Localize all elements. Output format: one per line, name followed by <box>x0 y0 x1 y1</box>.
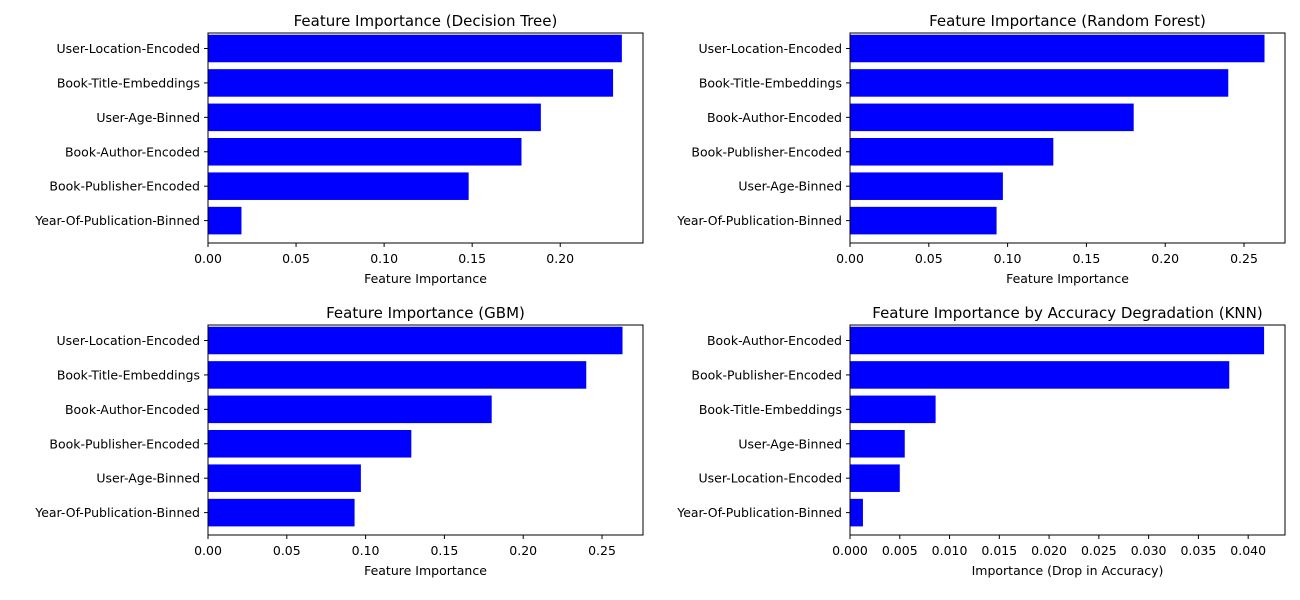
x-axis-label: Feature Importance <box>364 563 487 578</box>
plot-frame <box>849 324 1286 536</box>
y-tick-label: Book-Author-Encoded <box>707 110 842 125</box>
bar <box>208 138 522 166</box>
bar <box>850 69 1229 97</box>
bar <box>850 103 1134 132</box>
chart-panel-4: Book-Author-Encoded Book-Publisher-Encode… <box>676 304 1286 578</box>
x-tick-label: 0.00 <box>836 251 864 266</box>
bar <box>208 361 587 389</box>
y-tick-label: Year-Of-Publication-Binned <box>34 505 200 520</box>
y-tick-label: Book-Title-Embeddings <box>699 75 842 90</box>
x-tick-label: 0.20 <box>546 251 574 266</box>
x-tick-label: 0.005 <box>882 543 918 558</box>
x-tick-label: 0.10 <box>352 543 380 558</box>
y-tick-label: Book-Publisher-Encoded <box>691 367 842 382</box>
bar <box>850 206 997 235</box>
chart-title: Feature Importance (Decision Tree) <box>294 12 558 30</box>
chart-title: Feature Importance by Accuracy Degradati… <box>872 304 1262 322</box>
x-axis-label: Feature Importance <box>364 271 487 286</box>
x-tick-label: 0.035 <box>1180 543 1216 558</box>
y-tick-label: Book-Author-Encoded <box>65 402 200 417</box>
x-tick-label: 0.030 <box>1131 543 1167 558</box>
y-tick-label: User-Location-Encoded <box>699 471 842 486</box>
bar <box>850 395 936 424</box>
x-tick-label: 0.020 <box>1031 543 1067 558</box>
bar <box>850 34 1265 63</box>
plot-frame <box>207 32 644 244</box>
x-tick-label: 0.00 <box>194 543 222 558</box>
bar <box>850 430 905 458</box>
y-tick-label: Book-Title-Embeddings <box>699 402 842 417</box>
y-tick-label: User-Age-Binned <box>96 471 200 486</box>
bar <box>208 464 361 492</box>
y-tick-label: User-Location-Encoded <box>699 41 842 56</box>
chart-title: Feature Importance (Random Forest) <box>929 12 1206 30</box>
x-tick-label: 0.05 <box>915 251 943 266</box>
chart-panel-2: User-Location-Encoded Book-Title-Embeddin… <box>676 12 1286 286</box>
x-tick-label: 0.15 <box>430 543 458 558</box>
y-tick-label: Year-Of-Publication-Binned <box>676 505 842 520</box>
y-tick-label: User-Age-Binned <box>96 110 200 125</box>
x-tick-label: 0.00 <box>194 251 222 266</box>
bar <box>850 498 863 527</box>
bar <box>208 172 469 200</box>
y-tick-label: Book-Publisher-Encoded <box>49 436 200 451</box>
x-axis-label: Feature Importance <box>1006 271 1129 286</box>
y-tick-label: Book-Author-Encoded <box>707 333 842 348</box>
x-tick-label: 0.10 <box>994 251 1022 266</box>
x-tick-label: 0.010 <box>932 543 968 558</box>
y-tick-label: Book-Author-Encoded <box>65 144 200 159</box>
chart-title: Feature Importance (GBM) <box>326 304 525 322</box>
y-tick-label: Book-Title-Embeddings <box>57 367 200 382</box>
x-tick-label: 0.015 <box>981 543 1017 558</box>
x-tick-label: 0.05 <box>273 543 301 558</box>
y-tick-label: Year-Of-Publication-Binned <box>34 213 200 228</box>
bar <box>850 361 1230 389</box>
x-tick-label: 0.15 <box>1072 251 1100 266</box>
bar <box>208 103 541 132</box>
bar <box>850 172 1003 200</box>
x-tick-label: 0.000 <box>832 543 868 558</box>
x-tick-label: 0.20 <box>1151 251 1179 266</box>
x-axis-label: Importance (Drop in Accuracy) <box>972 563 1164 578</box>
bar <box>208 395 492 424</box>
bar <box>208 69 614 97</box>
plot-frame <box>207 324 644 536</box>
bar <box>208 34 622 63</box>
plot-frame <box>849 32 1286 244</box>
bar <box>208 430 412 458</box>
y-tick-label: User-Age-Binned <box>738 436 842 451</box>
x-tick-label: 0.10 <box>370 251 398 266</box>
x-tick-label: 0.25 <box>588 543 616 558</box>
chart-panel-3: User-Location-Encoded Book-Title-Embeddin… <box>34 304 644 578</box>
y-tick-label: User-Location-Encoded <box>57 333 200 348</box>
bar <box>208 498 355 527</box>
bar <box>850 464 900 492</box>
y-tick-label: Book-Publisher-Encoded <box>691 144 842 159</box>
y-tick-label: Year-Of-Publication-Binned <box>676 213 842 228</box>
chart-panel-1: User-Location-Encoded Book-Title-Embeddin… <box>34 12 644 286</box>
y-tick-label: User-Age-Binned <box>738 179 842 194</box>
x-tick-label: 0.25 <box>1230 251 1258 266</box>
bar <box>208 206 242 235</box>
x-tick-label: 0.15 <box>458 251 486 266</box>
y-tick-label: Book-Title-Embeddings <box>57 75 200 90</box>
x-tick-label: 0.05 <box>282 251 310 266</box>
x-tick-label: 0.20 <box>509 543 537 558</box>
y-tick-label: Book-Publisher-Encoded <box>49 179 200 194</box>
bar <box>850 326 1265 355</box>
bar <box>208 326 623 355</box>
bar <box>850 138 1054 166</box>
x-tick-label: 0.040 <box>1230 543 1266 558</box>
y-tick-label: User-Location-Encoded <box>57 41 200 56</box>
x-tick-label: 0.025 <box>1081 543 1117 558</box>
